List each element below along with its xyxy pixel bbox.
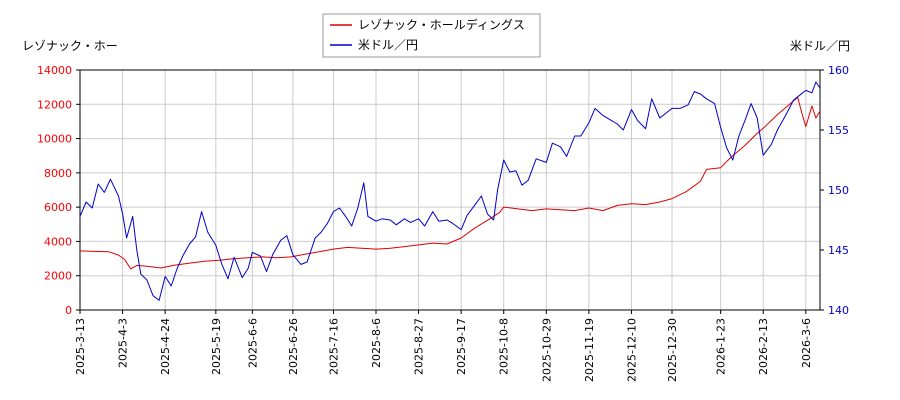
right-axis-ticks: 140 145 150 155 160	[820, 64, 849, 317]
x-tick-label: 2025-8-27	[413, 318, 426, 375]
left-tick-label: 8000	[44, 167, 72, 180]
x-tick-label: 2025-10-29	[540, 318, 553, 382]
x-axis-ticks: 2025-3-13 2025-4-3 2025-4-24 2025-5-19 2025-…	[74, 310, 813, 382]
x-tick-label: 2025-7-16	[327, 318, 340, 375]
x-tick-label: 2026-2-13	[757, 318, 770, 375]
x-tick-label: 2026-3-6	[800, 318, 813, 368]
left-tick-label: 0	[65, 304, 72, 317]
right-tick-label: 160	[828, 64, 849, 77]
legend-box	[322, 13, 541, 58]
x-tick-label: 2025-6-26	[287, 318, 300, 375]
plot-frame	[79, 69, 821, 311]
right-tick-label: 150	[828, 184, 849, 197]
x-tick-label: 2025-4-24	[159, 318, 172, 375]
x-tick-label: 2025-8-6	[370, 318, 383, 368]
left-tick-label: 2000	[44, 270, 72, 283]
series-line-usdjpy	[79, 81, 821, 301]
legend: レゾナック・ホールディングス 米ドル／円	[322, 13, 541, 58]
right-tick-label: 140	[828, 304, 849, 317]
series-layer	[79, 81, 821, 301]
left-tick-label: 12000	[37, 98, 72, 111]
x-tick-label: 2026-1-23	[715, 318, 728, 375]
left-tick-label: 14000	[37, 64, 72, 77]
legend-label-resonac: レゾナック・ホールディングス	[358, 17, 525, 32]
left-tick-label: 10000	[37, 133, 72, 146]
x-tick-label: 2025-9-17	[455, 318, 468, 375]
right-tick-label: 155	[828, 124, 849, 137]
x-tick-label: 2025-6-6	[246, 318, 259, 368]
x-tick-label: 2025-4-3	[117, 318, 130, 368]
series-line-resonac	[79, 96, 821, 270]
left-axis-ticks: 0 2000 4000 6000 8000 10000 12000 14000	[37, 64, 80, 317]
x-tick-label: 2025-12-10	[625, 318, 638, 382]
grid	[79, 69, 820, 311]
legend-label-usdjpy: 米ドル／円	[358, 38, 418, 52]
x-tick-label: 2025-12-30	[666, 318, 679, 382]
x-tick-label: 2025-3-13	[74, 318, 87, 375]
left-axis-label: レゾナック・ホー	[22, 39, 118, 53]
right-tick-label: 145	[828, 244, 849, 257]
right-axis-label: 米ドル／円	[790, 39, 850, 53]
x-tick-label: 2025-11-19	[583, 318, 596, 382]
x-tick-label: 2025-5-19	[210, 318, 223, 375]
x-tick-label: 2025-10-8	[498, 318, 511, 375]
left-tick-label: 6000	[44, 201, 72, 214]
left-tick-label: 4000	[44, 235, 72, 248]
